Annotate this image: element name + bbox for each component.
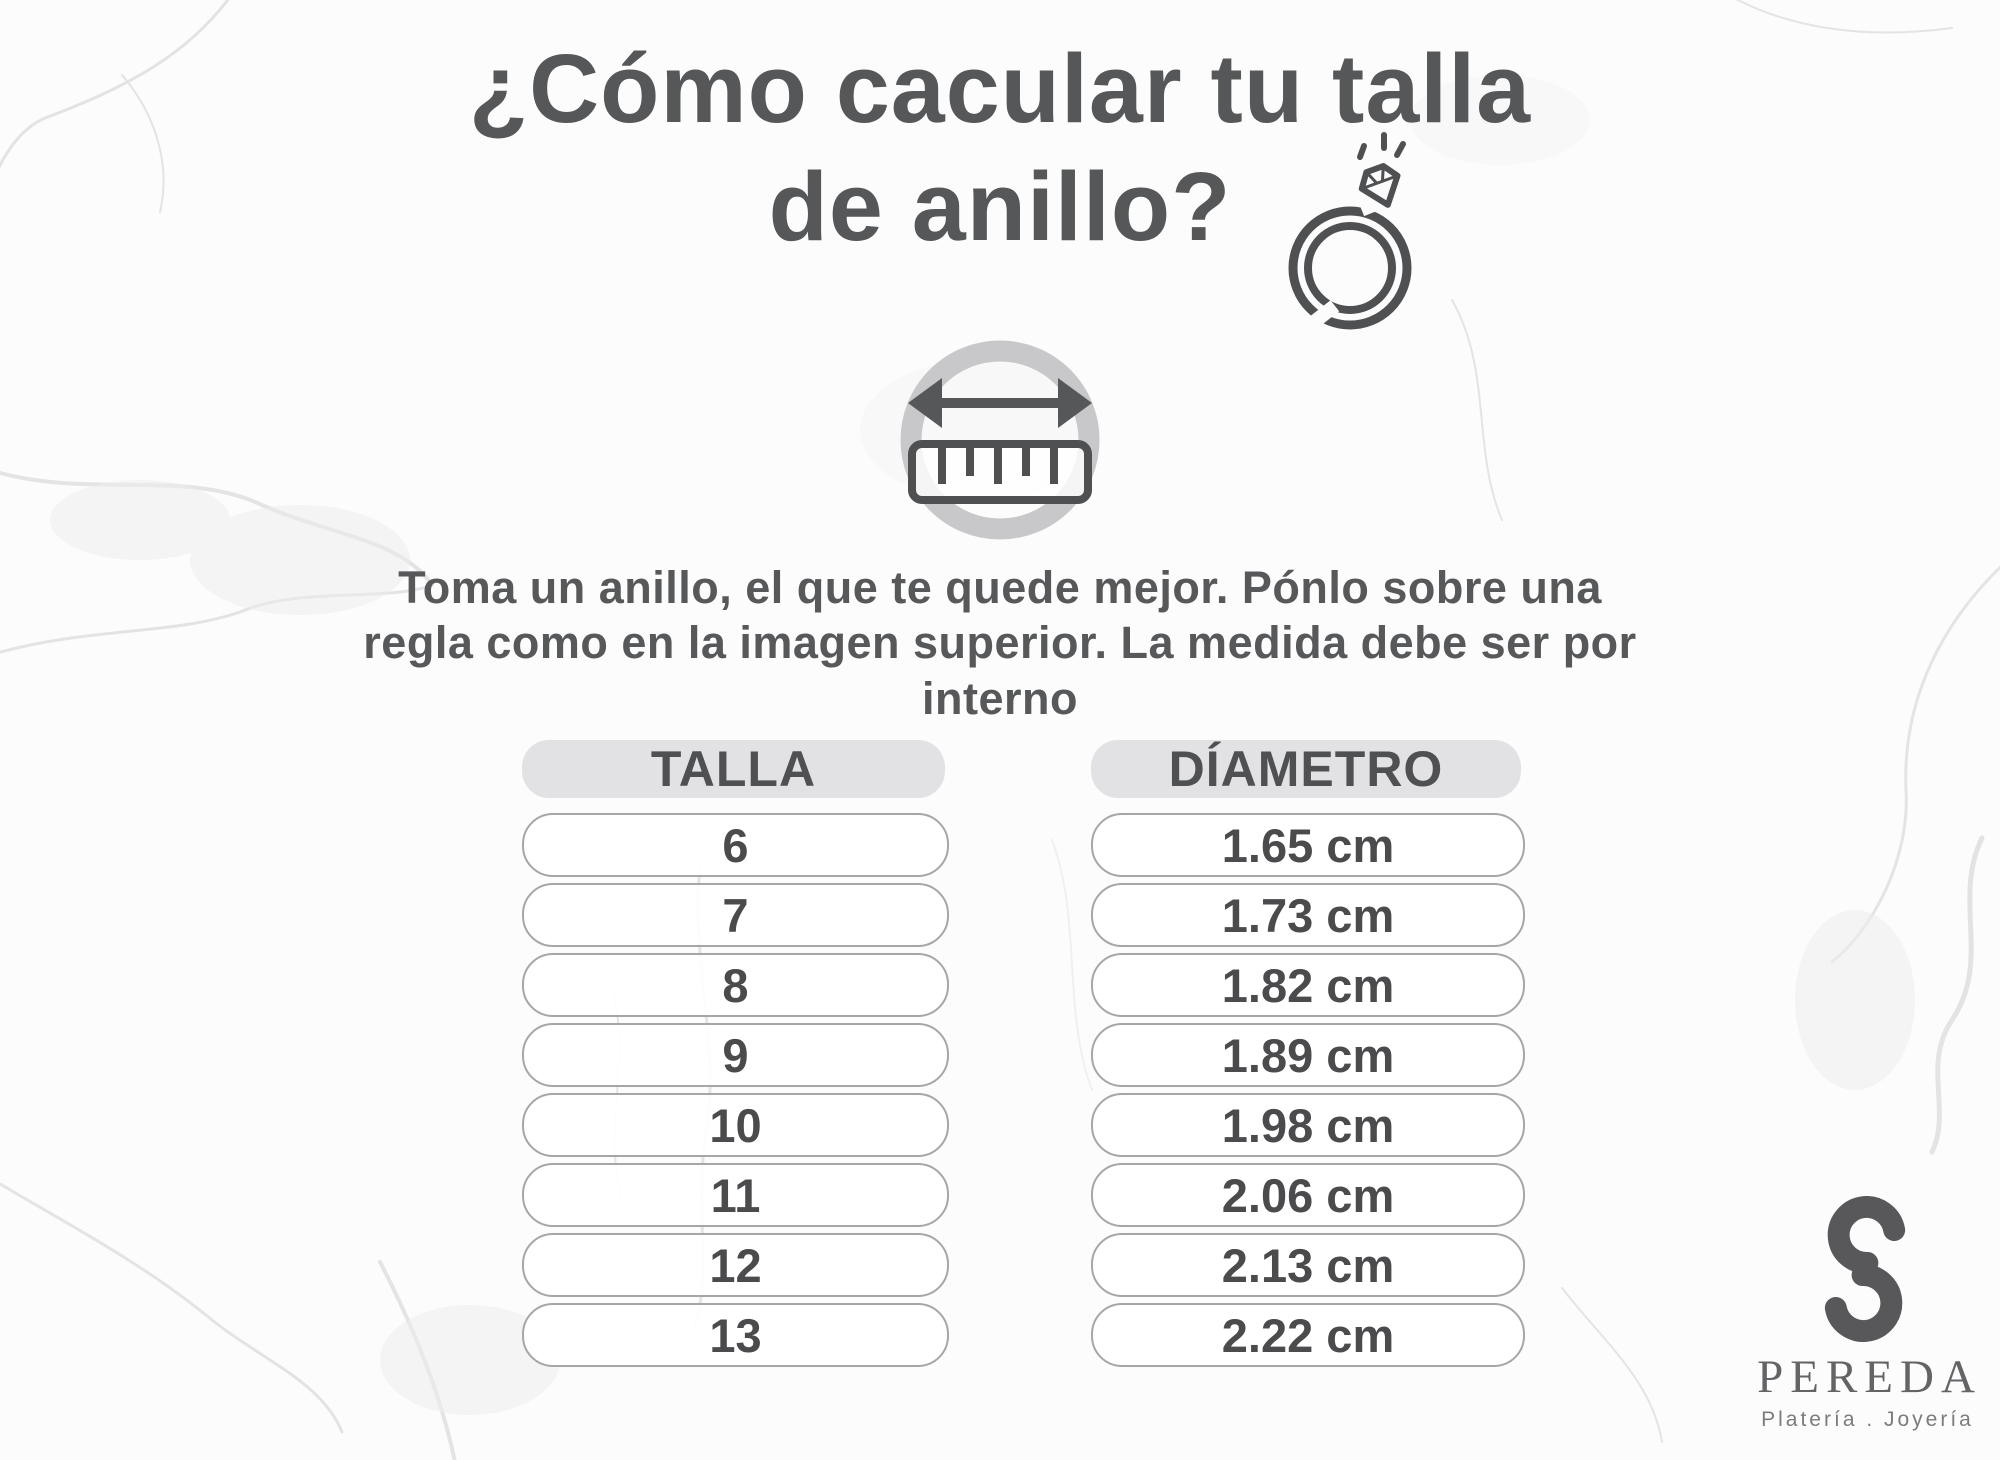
diameter-cell: 2.13 cm [1091, 1233, 1525, 1297]
pereda-brand-name: PEREDA [1757, 1351, 1982, 1403]
pereda-logo-mark-icon [1824, 1196, 1906, 1342]
page-title-line2: de anillo? [768, 152, 1232, 261]
diameter-column-header: DÍAMETRO [1091, 740, 1521, 798]
size-cell: 10 [522, 1093, 949, 1157]
size-cell: 13 [522, 1303, 949, 1367]
size-cell: 8 [522, 953, 949, 1017]
diameter-cell: 2.06 cm [1091, 1163, 1525, 1227]
diameter-cell: 2.22 cm [1091, 1303, 1525, 1367]
instructions-text: Toma un anillo, el que te quede mejor. P… [363, 562, 1637, 724]
diameter-cell: 1.89 cm [1091, 1023, 1525, 1087]
size-cell: 11 [522, 1163, 949, 1227]
size-column-header: TALLA [522, 740, 945, 798]
diamond-ring-icon [1288, 132, 1413, 330]
size-cell: 9 [522, 1023, 949, 1087]
size-cell: 6 [522, 813, 949, 877]
diameter-cell: 1.98 cm [1091, 1093, 1525, 1157]
size-cell: 12 [522, 1233, 949, 1297]
diameter-cell: 1.82 cm [1091, 953, 1525, 1017]
size-cell: 7 [522, 883, 949, 947]
ring-diameter-ruler-icon [900, 340, 1100, 540]
diameter-cell: 1.73 cm [1091, 883, 1525, 947]
page-title-line1: ¿Cómo cacular tu talla [468, 34, 1532, 143]
diameter-cell: 1.65 cm [1091, 813, 1525, 877]
pereda-brand-tagline: Platería . Joyería [1761, 1408, 1974, 1431]
